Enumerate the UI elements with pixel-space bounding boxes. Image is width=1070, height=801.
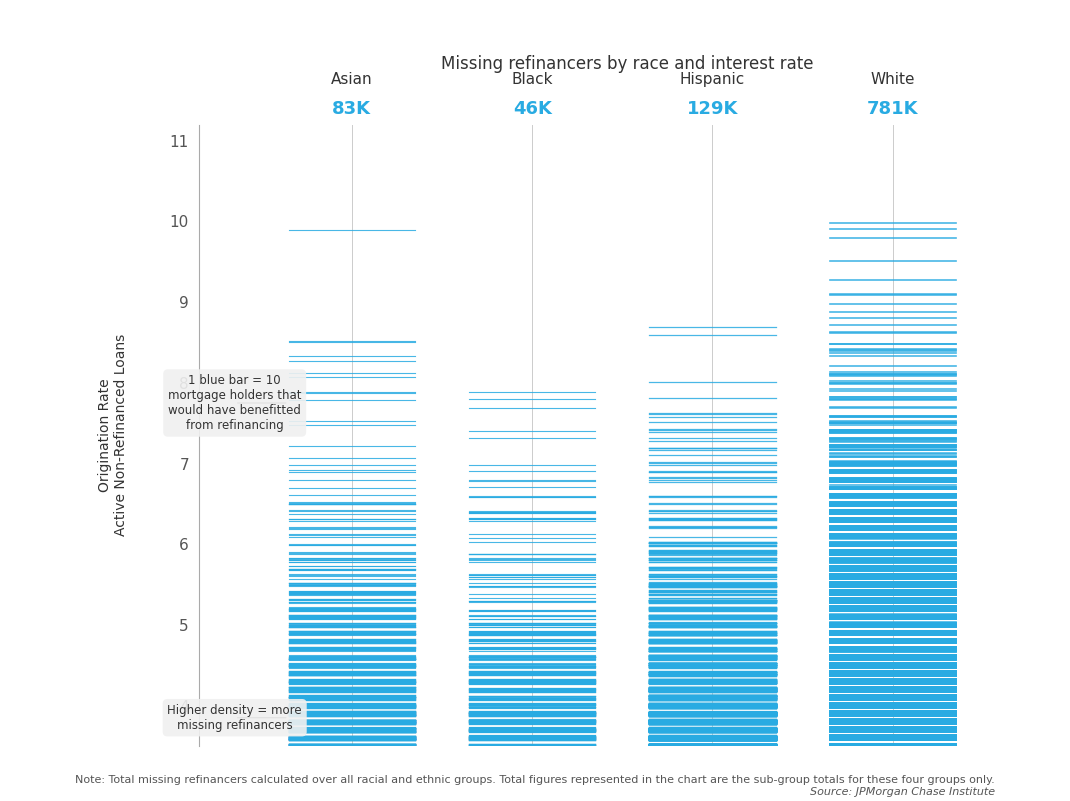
Text: 129K: 129K (687, 100, 738, 119)
Text: 83K: 83K (333, 100, 371, 119)
Text: Source: JPMorgan Chase Institute: Source: JPMorgan Chase Institute (810, 787, 995, 797)
Text: Hispanic: Hispanic (679, 72, 745, 87)
Text: Black: Black (511, 72, 553, 87)
Text: 1 blue bar = 10
mortgage holders that
would have benefitted
from refinancing: 1 blue bar = 10 mortgage holders that wo… (168, 374, 302, 432)
Text: Asian: Asian (331, 72, 372, 87)
Text: White: White (871, 72, 915, 87)
Text: Note: Total missing refinancers calculated over all racial and ethnic groups. To: Note: Total missing refinancers calculat… (75, 775, 995, 785)
Text: 46K: 46K (513, 100, 552, 119)
Text: 781K: 781K (867, 100, 918, 119)
Title: Missing refinancers by race and interest rate: Missing refinancers by race and interest… (441, 55, 813, 73)
Text: Origination Rate
Active Non-Refinanced Loans: Origination Rate Active Non-Refinanced L… (97, 334, 128, 537)
Text: Higher density = more
missing refinancers: Higher density = more missing refinancer… (167, 704, 302, 731)
